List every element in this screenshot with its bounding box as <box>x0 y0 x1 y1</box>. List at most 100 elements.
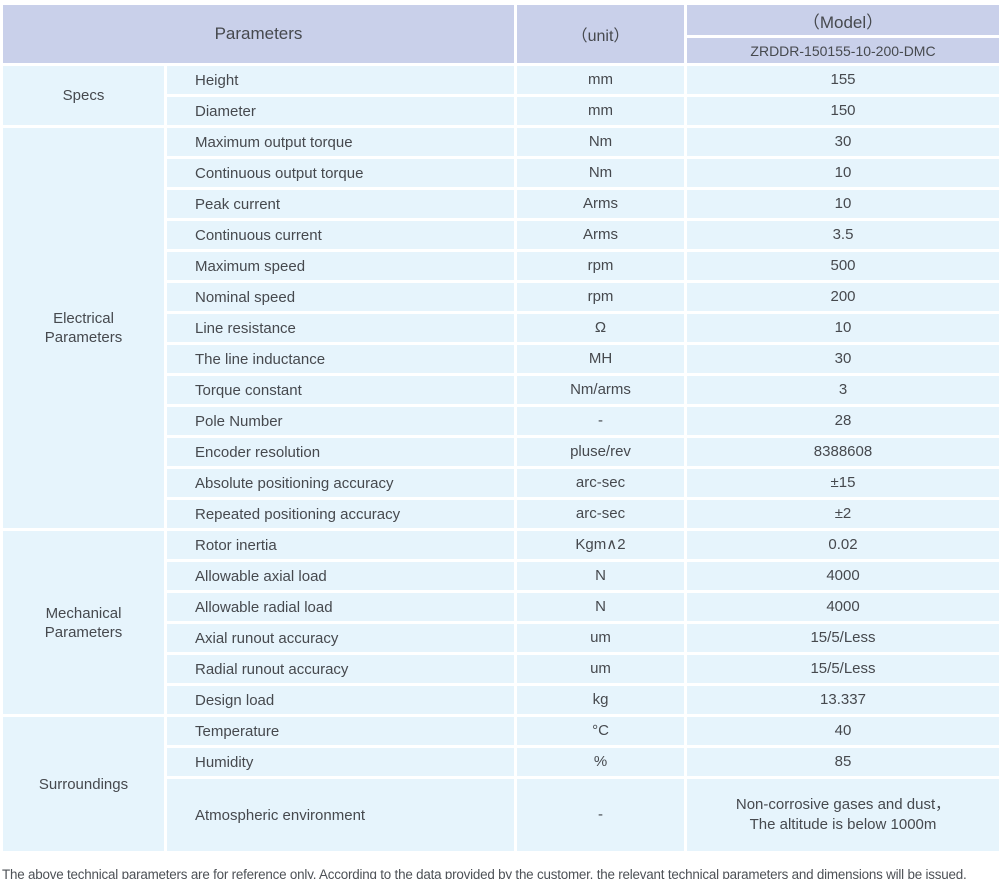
parameter-name-cell: Humidity <box>164 745 517 779</box>
parameter-name-cell: Design load <box>164 683 517 717</box>
parameter-name-cell: Maximum output torque <box>164 125 517 159</box>
parameter-name-cell: Axial runout accuracy <box>164 621 517 655</box>
unit-cell: mm <box>514 63 687 97</box>
parameter-name-cell: Maximum speed <box>164 249 517 283</box>
value-cell: 200 <box>684 280 999 314</box>
value-cell: 500 <box>684 249 999 283</box>
unit-cell: °C <box>514 714 687 748</box>
value-cell: 30 <box>684 342 999 376</box>
table-row: Nominal speed rpm 200 <box>2 280 999 314</box>
value-cell: 3.5 <box>684 218 999 252</box>
table-row: Continuous current Arms 3.5 <box>2 218 999 252</box>
table-body: Specs Height mm 155 Diameter mm 150 Electrical … <box>0 63 999 854</box>
model-number-cell: ZRDDR-150155-10-200-DMC <box>684 35 999 66</box>
header-row-1: Parameters （unit） （Model） <box>0 2 999 66</box>
category-cell: Specs <box>0 63 167 128</box>
table-row: Design load kg 13.337 <box>2 683 999 717</box>
unit-cell: Arms <box>514 218 687 252</box>
spec-table: Parameters （unit） （Model） ZRDDR-150155-1… <box>0 2 999 854</box>
value-cell: 3 <box>684 373 999 407</box>
parameter-name-cell: Line resistance <box>164 311 517 345</box>
value-cell: 155 <box>684 63 999 97</box>
parameter-name-cell: Allowable axial load <box>164 559 517 593</box>
unit-header-cell: （unit） <box>514 2 687 66</box>
table-row: Absolute positioning accuracy arc-sec ±15 <box>2 466 999 500</box>
unit-cell: arc-sec <box>514 497 687 531</box>
value-cell: 30 <box>684 125 999 159</box>
table-row: The line inductance MH 30 <box>2 342 999 376</box>
unit-cell: um <box>514 652 687 686</box>
parameter-name-cell: Encoder resolution <box>164 435 517 469</box>
table-row: Continuous output torque Nm 10 <box>2 156 999 190</box>
value-cell: 10 <box>684 187 999 221</box>
header-row-2: ZRDDR-150155-10-200-DMC <box>2 35 999 66</box>
table-row: Radial runout accuracy um 15/5/Less <box>2 652 999 686</box>
unit-cell: Ω <box>514 311 687 345</box>
parameter-name-cell: Continuous output torque <box>164 156 517 190</box>
table-row: Electrical Parameters Maximum output torq… <box>0 125 999 531</box>
category-cell: Electrical Parameters <box>0 125 167 531</box>
unit-cell: pluse/rev <box>514 435 687 469</box>
table-row: Humidity% 85 <box>2 745 999 779</box>
value-cell: ±2 <box>684 497 999 531</box>
value-cell: 15/5/Less <box>684 652 999 686</box>
value-cell: 4000 <box>684 559 999 593</box>
value-cell: 85 <box>684 745 999 779</box>
unit-cell: rpm <box>514 249 687 283</box>
parameter-name-cell: Allowable radial load <box>164 590 517 624</box>
table-row: Surroundings Temperature °C 40 <box>0 714 999 854</box>
value-cell: 28 <box>684 404 999 438</box>
table-row: Pole Number -28 <box>2 404 999 438</box>
value-cell: 10 <box>684 311 999 345</box>
unit-cell: mm <box>514 94 687 128</box>
parameter-name-cell: Peak current <box>164 187 517 221</box>
table-row: Torque constant Nm/arms 3 <box>2 373 999 407</box>
category-cell: Surroundings <box>0 714 167 854</box>
unit-cell: Nm <box>514 156 687 190</box>
model-header-cell: （Model） <box>684 2 999 38</box>
value-cell: ±15 <box>684 466 999 500</box>
value-cell: 0.02 <box>684 528 999 562</box>
parameter-name-cell: Nominal speed <box>164 280 517 314</box>
parameter-name-cell: Pole Number <box>164 404 517 438</box>
table-row: Axial runout accuracy um 15/5/Less <box>2 621 999 655</box>
value-cell: 10 <box>684 156 999 190</box>
table-row: Allowable axial load N 4000 <box>2 559 999 593</box>
unit-cell: Arms <box>514 187 687 221</box>
parameter-name-cell: Radial runout accuracy <box>164 652 517 686</box>
table-row: Maximum speed rpm 500 <box>2 249 999 283</box>
value-cell: 15/5/Less <box>684 621 999 655</box>
category-cell: Mechanical Parameters <box>0 528 167 717</box>
table-row: Specs Height mm 155 <box>0 63 999 128</box>
table-row: Line resistance Ω 10 <box>2 311 999 345</box>
parameters-header-cell: Parameters <box>0 2 517 66</box>
unit-cell: - <box>514 404 687 438</box>
unit-cell: um <box>514 621 687 655</box>
parameter-name-cell: Repeated positioning accuracy <box>164 497 517 531</box>
footer-note: The above technical parameters are for r… <box>2 867 967 879</box>
table-row: Peak current Arms 10 <box>2 187 999 221</box>
unit-cell: - <box>514 776 687 854</box>
parameter-name-cell: Continuous current <box>164 218 517 252</box>
parameter-name-cell: Rotor inertia <box>164 528 517 562</box>
parameter-name-cell: Absolute positioning accuracy <box>164 466 517 500</box>
parameter-name-cell: The line inductance <box>164 342 517 376</box>
table-row: Diameter mm 150 <box>2 94 999 128</box>
parameter-name-cell: Height <box>164 63 517 97</box>
unit-cell: kg <box>514 683 687 717</box>
parameter-name-cell: Atmospheric environment <box>164 776 517 854</box>
value-cell: 4000 <box>684 590 999 624</box>
unit-cell: rpm <box>514 280 687 314</box>
parameter-name-cell: Torque constant <box>164 373 517 407</box>
table-row: Repeated positioning accuracy arc-sec ±2 <box>2 497 999 531</box>
unit-cell: MH <box>514 342 687 376</box>
table-row: Mechanical Parameters Rotor inertia Kgm∧2 0… <box>0 528 999 717</box>
parameter-name-cell: Temperature <box>164 714 517 748</box>
parameter-name-cell: Diameter <box>164 94 517 128</box>
table-row: Atmospheric environment - Non-corrosive ga… <box>2 776 999 854</box>
value-cell: 8388608 <box>684 435 999 469</box>
unit-cell: Kgm∧2 <box>514 528 687 562</box>
unit-cell: N <box>514 559 687 593</box>
value-cell: 150 <box>684 94 999 128</box>
